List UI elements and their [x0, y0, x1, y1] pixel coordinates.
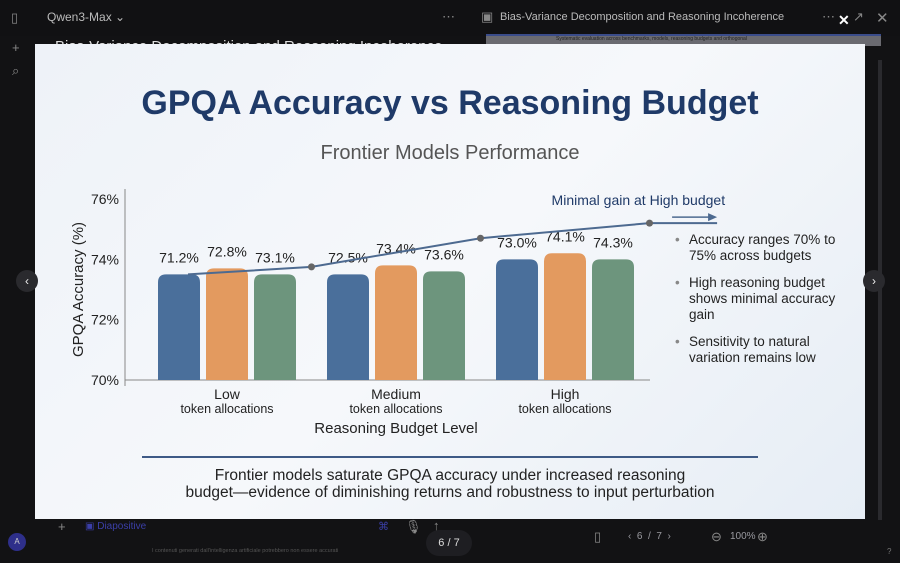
zoom-in-icon[interactable]: ⊕ — [757, 529, 768, 544]
expand-icon[interactable]: ↗ — [853, 9, 864, 24]
x-tick-label: High — [551, 386, 580, 402]
model-name: Qwen3-Max — [47, 10, 112, 24]
caption-line: Frontier models saturate GPQA accuracy u… — [214, 467, 686, 484]
avatar[interactable]: A — [8, 533, 26, 551]
page-nav: ‹ 6 / 7 › — [628, 531, 671, 542]
slide-caption: Frontier models saturate GPQA accuracy u… — [35, 467, 865, 501]
chip-label: Diapositive — [97, 521, 147, 532]
bullet-item: Sensitivity to natural variation remains… — [675, 334, 845, 366]
page-current: 6 — [636, 531, 643, 542]
page-total: 7 — [656, 531, 662, 542]
panel-preview: Systematic evaluation across benchmarks,… — [486, 34, 881, 46]
y-tick-label: 74% — [91, 251, 119, 267]
x-tick-label: Low — [214, 386, 241, 402]
bar — [158, 274, 200, 380]
caption-line: budget—evidence of diminishing returns a… — [185, 484, 715, 501]
slides-icon: ▣ — [481, 9, 494, 24]
next-slide-button[interactable]: › — [863, 270, 885, 292]
slide-counter: 6 / 7 — [426, 530, 472, 556]
panel-snippet: Systematic evaluation across benchmarks,… — [556, 36, 747, 42]
bar — [327, 274, 369, 380]
slide-subtitle: Frontier Models Performance — [320, 142, 580, 164]
panel-more-icon[interactable]: ⋯ — [822, 9, 835, 24]
bar — [423, 271, 465, 380]
y-tick-label: 76% — [91, 191, 119, 207]
bullet-item: High reasoning budget shows minimal accu… — [675, 275, 845, 323]
x-axis-title: Reasoning Budget Level — [314, 420, 477, 437]
data-label: 73.4% — [376, 240, 416, 256]
x-tick-sublabel: token allocations — [518, 402, 611, 416]
prev-slide-button[interactable]: ‹ — [16, 270, 38, 292]
prev-page-icon[interactable]: ‹ — [628, 531, 632, 542]
slides-chip[interactable]: ▣ Diapositive — [85, 521, 147, 532]
slide-title: GPQA Accuracy vs Reasoning Budget — [141, 84, 759, 122]
data-label: 71.2% — [159, 249, 199, 265]
x-tick-sublabel: token allocations — [180, 402, 273, 416]
page-sep: / — [648, 531, 651, 542]
arrow-head-icon — [708, 213, 718, 222]
sidebar-toggle-icon[interactable]: ▯ — [11, 10, 19, 25]
trend-point — [308, 263, 315, 271]
divider — [142, 456, 758, 458]
bullet-list: Accuracy ranges 70% to 75% across budget… — [675, 232, 845, 377]
next-page-icon[interactable]: › — [667, 531, 671, 542]
chevron-down-icon: ⌄ — [115, 10, 126, 24]
trend-point — [646, 219, 653, 227]
bar — [254, 274, 296, 380]
trend-annotation: Minimal gain at High budget — [552, 192, 726, 208]
zoom-out-icon[interactable]: ⊖ — [711, 529, 722, 544]
trend-point — [477, 234, 484, 242]
y-tick-label: 70% — [91, 372, 119, 388]
help-icon[interactable]: ? — [887, 547, 892, 556]
send-icon[interactable]: ↑ — [433, 518, 440, 533]
data-label: 73.6% — [424, 246, 464, 262]
tools-icon[interactable]: ⌘ — [378, 521, 389, 533]
x-tick-sublabel: token allocations — [349, 402, 442, 416]
bar — [592, 259, 634, 380]
panel-close-icon[interactable]: ✕ — [876, 10, 889, 27]
y-tick-label: 72% — [91, 312, 119, 328]
data-label: 73.0% — [497, 234, 537, 250]
data-label: 73.1% — [255, 249, 295, 265]
y-axis-title: GPQA Accuracy (%) — [70, 222, 87, 357]
data-label: 74.3% — [593, 234, 633, 250]
bar — [206, 268, 248, 380]
bar-chart: 70% 72% 74% 76%GPQA Accuracy (%) 71.2% 72.8% 7… — [70, 189, 726, 437]
top-bar — [0, 0, 900, 36]
add-icon[interactable]: + — [58, 519, 66, 534]
panel-layout-icon[interactable]: ▯ — [594, 529, 602, 544]
slide: GPQA Accuracy vs Reasoning Budget Fronti… — [35, 44, 865, 519]
x-tick-label: Medium — [371, 386, 421, 402]
zoom-level: 100% — [730, 531, 756, 542]
lightbox-close-icon[interactable]: ✕ — [838, 12, 850, 28]
search-icon[interactable]: ⌕ — [12, 63, 20, 78]
bullet-item: Accuracy ranges 70% to 75% across budget… — [675, 232, 845, 264]
microphone-icon[interactable]: 🎙 — [405, 519, 422, 534]
disclaimer: I contenuti generati dall'intelligenza a… — [152, 548, 339, 554]
data-label: 72.8% — [207, 243, 247, 259]
more-icon[interactable]: ⋯ — [442, 9, 455, 24]
new-chat-icon[interactable]: + — [12, 40, 20, 55]
bar — [544, 253, 586, 380]
bar — [496, 259, 538, 380]
panel-title: Bias-Variance Decomposition and Reasonin… — [500, 11, 785, 23]
bar — [375, 265, 417, 380]
model-selector[interactable]: Qwen3-Max ⌄ — [47, 10, 125, 24]
